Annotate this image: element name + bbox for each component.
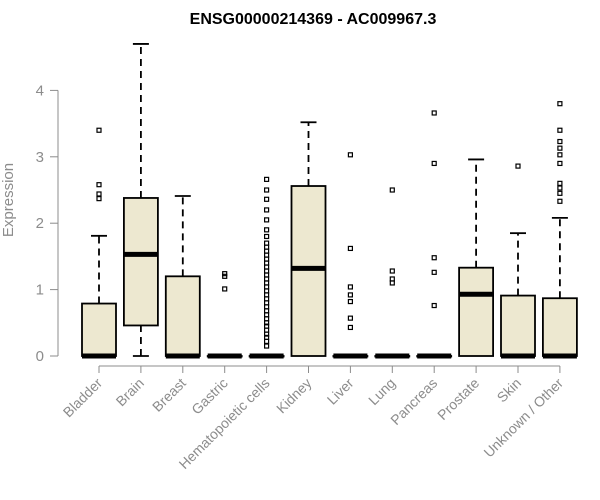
outlier-point xyxy=(431,160,437,167)
outlier-point xyxy=(347,324,353,331)
box-iqr xyxy=(542,297,578,357)
outlier-point xyxy=(347,292,353,298)
box-brain xyxy=(123,43,159,357)
y-tick-label: 1 xyxy=(36,282,44,299)
x-tick-label: Kidney xyxy=(273,375,315,417)
outlier-point xyxy=(557,160,563,167)
x-tick-label: Unknown / Other xyxy=(480,375,566,461)
y-axis-label: Expression xyxy=(0,163,17,237)
box-iqr xyxy=(458,266,495,357)
outlier-point xyxy=(96,127,102,133)
outlier-point xyxy=(264,207,270,213)
y-tick-label: 2 xyxy=(36,215,44,232)
box-unknown-other xyxy=(542,101,578,359)
outlier-point xyxy=(264,176,270,182)
outlier-point xyxy=(557,180,563,186)
x-tick-label: Liver xyxy=(324,375,357,408)
boxes-group xyxy=(81,43,578,359)
box-prostate xyxy=(458,158,495,357)
y-tick-label: 3 xyxy=(36,149,44,166)
outlier-point xyxy=(347,152,353,158)
outlier-point xyxy=(264,343,270,349)
outlier-point xyxy=(264,233,270,240)
outlier-point xyxy=(431,255,437,261)
box-breast xyxy=(164,195,201,359)
outlier-point xyxy=(96,196,102,202)
y-axis: 0 1 2 3 4 xyxy=(36,82,59,365)
outlier-point xyxy=(557,152,563,158)
outlier-point xyxy=(264,240,270,246)
box-iqr xyxy=(81,302,117,357)
outlier-point xyxy=(222,273,228,279)
y-tick-label: 0 xyxy=(36,348,44,365)
outlier-point xyxy=(222,271,228,277)
outlier-point xyxy=(557,101,563,107)
outlier-point xyxy=(389,187,395,193)
outlier-point xyxy=(557,127,563,133)
outlier-point xyxy=(431,302,437,309)
x-tick-label: Brain xyxy=(113,375,147,409)
outlier-point xyxy=(347,315,353,321)
outlier-point xyxy=(557,198,563,204)
outlier-point xyxy=(431,110,437,116)
outlier-point xyxy=(347,284,353,290)
outlier-point xyxy=(557,145,563,151)
box-hematopoietic-cells xyxy=(248,176,285,359)
x-tick-label: Lung xyxy=(365,375,398,408)
box-pancreas xyxy=(416,110,453,359)
outlier-point xyxy=(515,163,521,169)
outlier-point xyxy=(431,269,437,275)
outlier-point xyxy=(347,298,353,305)
outlier-point xyxy=(557,138,563,145)
box-lung xyxy=(374,187,411,359)
outlier-point xyxy=(264,323,270,329)
outlier-point xyxy=(264,187,270,193)
outlier-point xyxy=(96,191,102,197)
outlier-point xyxy=(264,227,270,233)
box-bladder xyxy=(81,127,117,359)
y-tick-label: 4 xyxy=(36,82,44,99)
outlier-point xyxy=(264,217,270,223)
outlier-point xyxy=(347,245,353,252)
chart-title: ENSG00000214369 - AC009967.3 xyxy=(190,11,437,28)
box-iqr xyxy=(164,275,201,357)
x-tick-label: Bladder xyxy=(60,375,106,421)
outlier-point xyxy=(389,268,395,274)
outlier-point xyxy=(557,190,563,196)
x-tick-label: Breast xyxy=(149,375,189,415)
box-kidney xyxy=(290,121,327,357)
box-iqr xyxy=(290,185,327,357)
box-iqr xyxy=(500,294,536,357)
outlier-point xyxy=(264,196,270,202)
box-liver xyxy=(332,152,369,359)
outlier-point xyxy=(96,182,102,188)
outlier-point xyxy=(557,185,563,191)
x-tick-label: Prostate xyxy=(434,375,482,423)
box-skin xyxy=(500,163,536,359)
x-tick-label: Skin xyxy=(494,375,525,406)
outlier-point xyxy=(264,334,270,341)
outlier-point xyxy=(222,286,228,292)
x-tick-label: Pancreas xyxy=(387,375,440,428)
box-iqr xyxy=(123,197,159,327)
outlier-point xyxy=(389,276,395,282)
box-gastric xyxy=(206,271,243,359)
